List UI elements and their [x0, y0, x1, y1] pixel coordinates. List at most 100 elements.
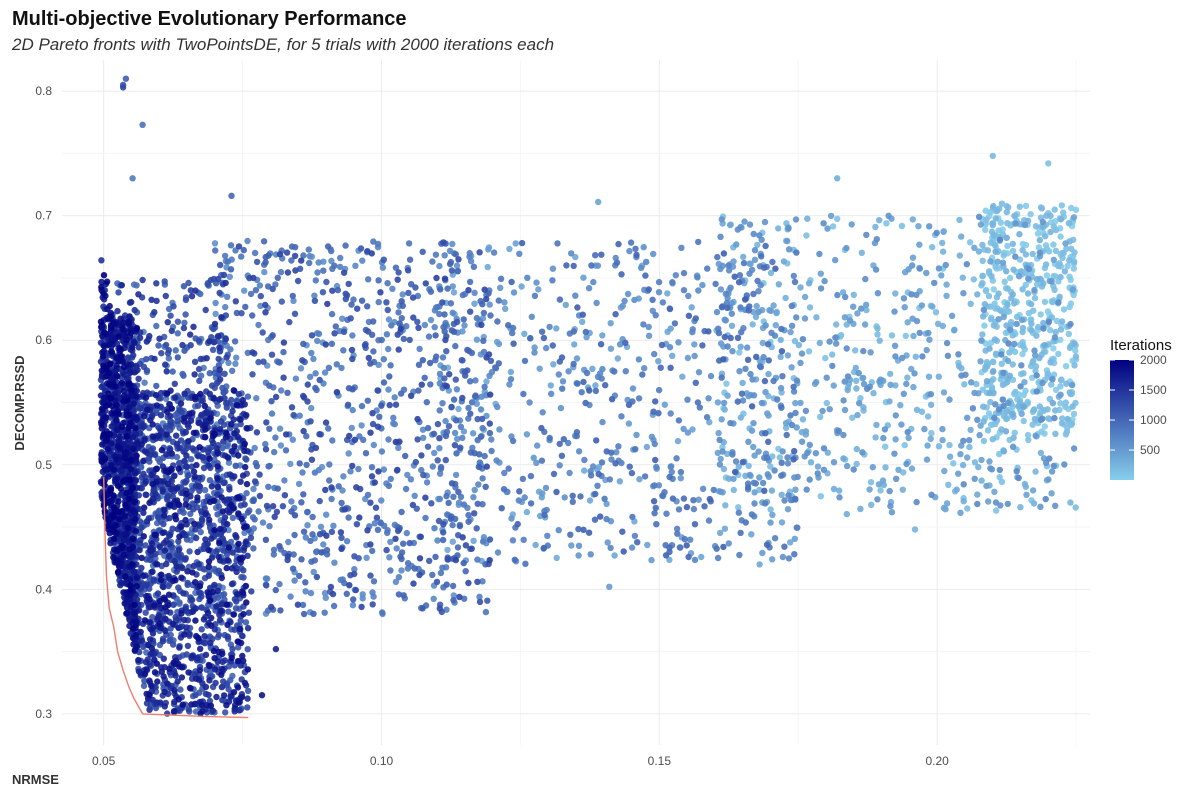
data-point [483, 354, 490, 361]
data-point [625, 401, 633, 409]
data-point [571, 341, 578, 348]
data-point [296, 412, 303, 419]
data-point [387, 567, 394, 574]
data-point [998, 360, 1005, 367]
data-point [981, 366, 989, 373]
data-point [685, 312, 693, 319]
data-point [615, 443, 622, 450]
data-point [331, 262, 338, 269]
data-point [1013, 320, 1020, 328]
data-point [527, 472, 535, 480]
data-point [449, 582, 457, 590]
data-point [466, 249, 473, 257]
data-point [741, 218, 748, 225]
data-point [442, 336, 449, 344]
data-point [1071, 258, 1078, 265]
data-point [579, 311, 586, 318]
data-point [691, 352, 698, 360]
data-point [840, 455, 847, 462]
data-point [1031, 415, 1039, 423]
data-point [173, 568, 180, 575]
data-point [977, 422, 984, 429]
data-point [960, 290, 967, 297]
data-point [995, 227, 1002, 234]
data-point [931, 279, 938, 287]
data-point [888, 332, 896, 339]
data-point [1022, 202, 1030, 210]
data-point [1029, 487, 1037, 494]
data-point [1068, 420, 1076, 427]
data-point [342, 290, 349, 297]
data-point [1058, 202, 1066, 209]
data-point [154, 561, 161, 568]
data-point [717, 265, 724, 273]
data-point [964, 454, 971, 461]
data-point [440, 529, 447, 536]
data-point [250, 485, 257, 493]
data-point [204, 609, 212, 617]
data-point [902, 332, 909, 340]
data-point [142, 478, 150, 485]
data-point [163, 451, 170, 458]
data-point [866, 486, 873, 493]
data-point [694, 399, 702, 406]
data-point [681, 536, 688, 543]
data-point [262, 259, 269, 266]
data-point [364, 328, 372, 335]
data-point [637, 264, 645, 272]
data-point [992, 263, 999, 271]
data-point [215, 275, 222, 283]
data-point [462, 568, 469, 575]
data-point [651, 482, 658, 489]
data-point [999, 381, 1007, 388]
data-point [479, 415, 486, 423]
data-point [235, 391, 242, 398]
data-point [691, 521, 699, 528]
data-point [607, 345, 615, 352]
data-point [979, 280, 986, 287]
data-point [1036, 249, 1044, 256]
data-point [718, 216, 725, 223]
data-point [331, 559, 338, 566]
data-point [430, 595, 437, 602]
data-point [198, 411, 205, 418]
data-point [307, 589, 315, 597]
data-point [329, 287, 336, 294]
data-point [148, 296, 155, 303]
data-point [269, 503, 277, 510]
data-point [274, 485, 281, 492]
data-point [684, 396, 691, 403]
data-point [275, 359, 282, 366]
data-point [202, 306, 209, 314]
data-point [755, 448, 762, 455]
data-point [161, 547, 168, 554]
data-point [988, 228, 996, 235]
data-point [1051, 334, 1059, 341]
data-point [956, 252, 963, 259]
data-point [249, 349, 256, 356]
data-point [231, 596, 239, 603]
data-point [967, 300, 974, 307]
data-point [431, 324, 438, 331]
data-point [387, 538, 394, 546]
data-point [634, 539, 641, 546]
data-point [294, 277, 302, 285]
data-point [158, 350, 165, 357]
data-point [214, 587, 221, 594]
data-point [238, 310, 245, 317]
data-point [418, 466, 425, 474]
data-point [943, 339, 951, 347]
data-point [174, 354, 181, 361]
data-point [374, 387, 382, 394]
data-point [940, 504, 948, 512]
data-point [569, 492, 576, 499]
data-point [1050, 256, 1058, 263]
data-point [237, 478, 244, 485]
data-point [557, 404, 565, 412]
data-point [170, 601, 178, 608]
data-point [205, 572, 212, 579]
data-point [468, 545, 475, 552]
data-point [991, 414, 998, 422]
data-point [206, 516, 213, 524]
data-point [672, 272, 679, 279]
